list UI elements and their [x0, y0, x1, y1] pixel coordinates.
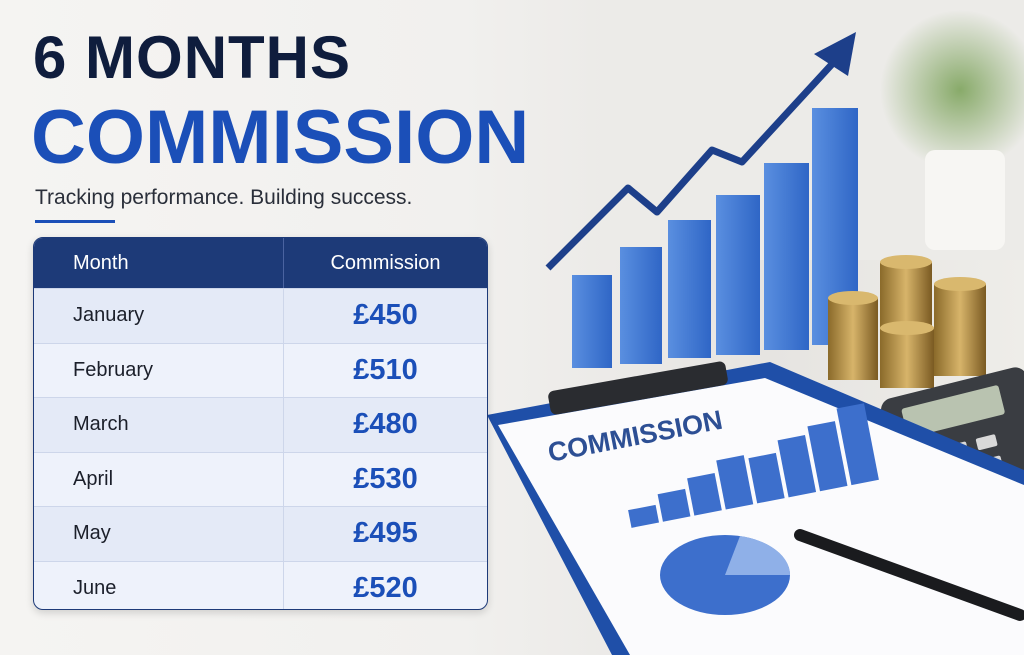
arrow-head — [814, 32, 856, 76]
paper — [498, 378, 1024, 655]
commission-cell: £530 — [283, 452, 487, 506]
subtitle-rule — [35, 220, 115, 223]
table-row: April £530 — [34, 451, 487, 506]
title-line-1: 6 MONTHS — [33, 24, 352, 91]
coins — [828, 255, 986, 388]
deco-bar — [716, 195, 760, 355]
clip — [548, 361, 728, 415]
table-row: May £495 — [34, 506, 487, 561]
column-header: Commission — [283, 238, 487, 288]
month-cell: March — [73, 413, 129, 436]
plant — [880, 10, 1024, 170]
deco-bar — [764, 163, 809, 350]
month-cell: April — [73, 467, 114, 490]
deco-bar — [620, 247, 662, 364]
commission-table: Month Commission January £450 February £510… — [33, 237, 488, 610]
subtitle: Tracking performance. Building success. — [35, 186, 413, 209]
commission-cell: £450 — [283, 289, 487, 343]
table-row: June £520 — [34, 560, 487, 609]
pen — [794, 529, 1024, 621]
column-header: Month — [73, 251, 129, 274]
commission-cell: £480 — [283, 398, 487, 452]
pot — [925, 150, 1005, 250]
deco-bar — [668, 220, 711, 358]
paper-bars — [628, 403, 879, 528]
table-header: Month Commission — [34, 238, 487, 288]
month-cell: January — [73, 304, 145, 327]
table-row: January £450 — [34, 288, 487, 343]
commission-cell: £510 — [283, 343, 487, 397]
month-cell: June — [73, 576, 117, 599]
commission-cell: £520 — [283, 561, 487, 609]
bar-illustration — [572, 108, 858, 368]
pie-slice — [725, 536, 791, 575]
month-cell: February — [73, 358, 154, 381]
month-cell: May — [73, 522, 111, 545]
title-line-2: COMMISSION — [31, 95, 530, 180]
table-row: March £480 — [34, 397, 487, 452]
trend-arrow — [545, 59, 837, 271]
commission-cell: £495 — [283, 507, 487, 561]
deco-bar — [572, 275, 612, 368]
table-row: February £510 — [34, 342, 487, 397]
